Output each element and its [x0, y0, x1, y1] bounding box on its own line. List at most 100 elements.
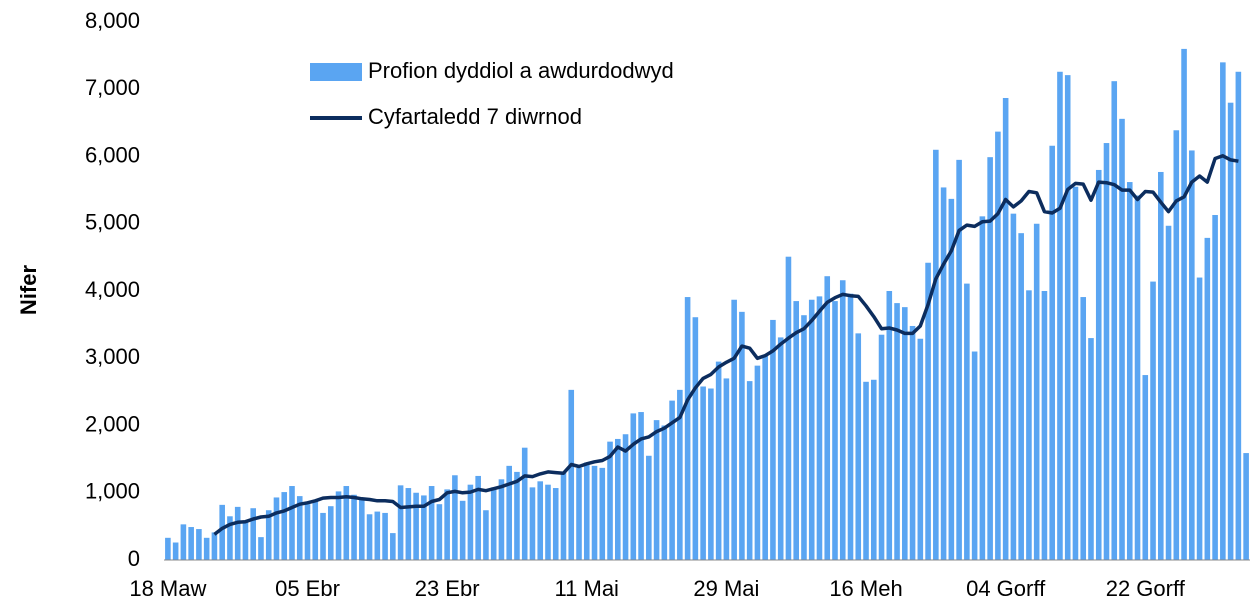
bar — [1150, 281, 1156, 560]
bar — [413, 492, 419, 560]
bar — [483, 510, 489, 560]
bar — [956, 159, 962, 561]
bar — [1033, 223, 1040, 560]
bar — [863, 381, 869, 560]
legend-label: Profion dyddiol a awdurdodwyd — [368, 58, 674, 83]
bar — [855, 333, 862, 560]
bar — [382, 512, 388, 560]
bar — [770, 319, 776, 560]
bar — [428, 486, 435, 560]
y-tick-label: 0 — [128, 546, 140, 571]
bar — [886, 291, 893, 560]
bar — [1181, 48, 1187, 561]
bar — [917, 338, 924, 560]
bar — [1227, 102, 1234, 560]
bar — [677, 389, 683, 560]
bar — [1220, 62, 1226, 560]
bar — [545, 484, 551, 560]
bar — [1080, 297, 1087, 560]
bar — [708, 388, 714, 560]
bar — [1126, 182, 1133, 560]
x-tick-label: 16 Meh — [829, 576, 902, 601]
bar — [933, 149, 939, 560]
bar — [909, 325, 916, 560]
bar — [646, 455, 652, 560]
bar — [971, 351, 978, 560]
bar — [552, 488, 559, 560]
bar — [359, 499, 365, 560]
bar — [366, 514, 373, 560]
bar — [265, 510, 272, 560]
bar — [1142, 375, 1149, 560]
bar — [1072, 186, 1079, 560]
bar — [964, 283, 970, 560]
bar — [653, 420, 660, 560]
bar — [816, 296, 823, 560]
y-tick-label: 6,000 — [85, 142, 140, 167]
bar — [894, 303, 900, 560]
bar — [234, 506, 241, 560]
bar — [335, 491, 342, 560]
bar — [925, 262, 931, 560]
bar — [878, 334, 885, 560]
y-tick-label: 4,000 — [85, 277, 140, 302]
bar — [1002, 97, 1009, 561]
y-tick-label: 2,000 — [85, 411, 140, 436]
bar — [281, 492, 288, 560]
bar — [599, 467, 606, 560]
bar — [948, 198, 955, 560]
bar — [739, 311, 745, 560]
bar — [568, 389, 575, 560]
bar — [1173, 130, 1180, 560]
y-tick-label: 3,000 — [85, 344, 140, 369]
bar — [273, 497, 280, 560]
bar — [506, 465, 512, 560]
bar — [731, 299, 737, 560]
y-axis-title: Nifer — [16, 265, 41, 316]
bar — [622, 434, 629, 560]
bar — [467, 484, 474, 560]
bar — [258, 537, 264, 560]
bar — [490, 487, 497, 560]
bar — [1010, 213, 1017, 560]
bar — [1049, 145, 1055, 561]
bar — [630, 413, 637, 560]
bar — [995, 131, 1001, 560]
bar — [801, 315, 807, 560]
bar — [475, 475, 481, 560]
bar — [351, 494, 357, 560]
bar — [1235, 71, 1242, 560]
bar — [397, 485, 404, 560]
x-tick-label: 04 Gorff — [966, 576, 1046, 601]
legend-label: Cyfartaledd 7 diwrnod — [368, 104, 582, 129]
x-tick-label: 22 Gorff — [1106, 576, 1186, 601]
bar — [1243, 453, 1249, 560]
bar — [1196, 277, 1203, 560]
bar — [839, 280, 846, 560]
bar — [180, 524, 187, 560]
bar — [529, 487, 536, 560]
bar — [459, 500, 466, 560]
bar — [1057, 71, 1063, 560]
y-tick-label: 1,000 — [85, 479, 140, 504]
bar — [219, 504, 225, 560]
line — [213, 154, 1239, 536]
bar — [452, 475, 458, 560]
bar — [498, 479, 505, 560]
bar — [227, 516, 233, 560]
bar — [436, 504, 443, 560]
bar — [1018, 233, 1024, 561]
bar — [576, 467, 582, 560]
bar — [444, 489, 450, 560]
bar — [987, 157, 993, 561]
bar — [296, 496, 303, 560]
bar — [793, 301, 799, 560]
bar — [521, 447, 528, 560]
bar — [692, 317, 699, 560]
x-tick-label: 11 Mai — [555, 576, 619, 601]
bar — [327, 506, 334, 560]
bar — [715, 361, 722, 560]
bar — [785, 256, 792, 560]
y-tick-label: 5,000 — [85, 210, 140, 235]
